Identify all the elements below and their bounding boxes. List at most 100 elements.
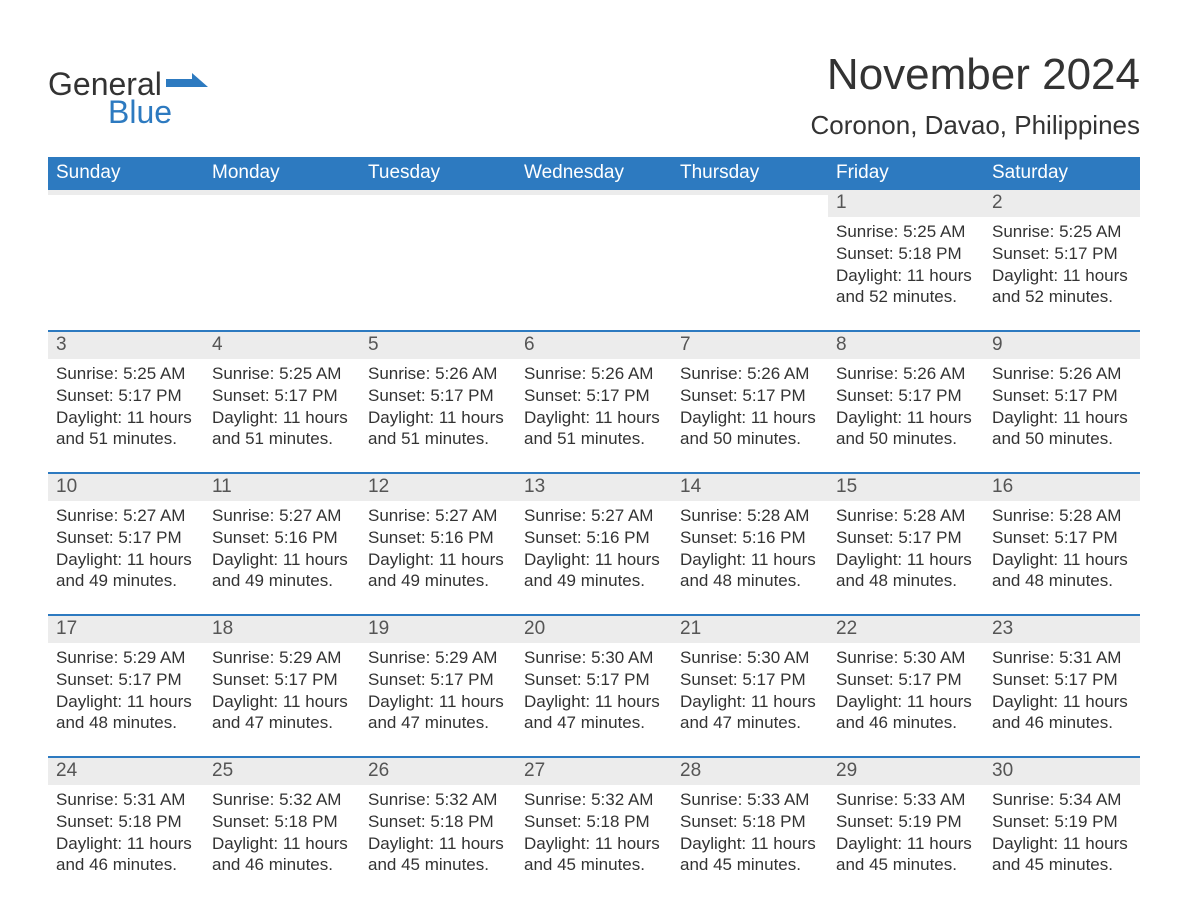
- header: General Blue November 2024 Coronon, Dava…: [48, 50, 1140, 153]
- day-details: Sunrise: 5:31 AMSunset: 5:18 PMDaylight:…: [48, 785, 204, 876]
- sunset-line: Sunset: 5:17 PM: [56, 385, 196, 407]
- day-cell: 30Sunrise: 5:34 AMSunset: 5:19 PMDayligh…: [984, 756, 1140, 898]
- sunset-line: Sunset: 5:17 PM: [836, 385, 976, 407]
- day-cell: 8Sunrise: 5:26 AMSunset: 5:17 PMDaylight…: [828, 330, 984, 472]
- day-cell: 13Sunrise: 5:27 AMSunset: 5:16 PMDayligh…: [516, 472, 672, 614]
- daylight-line: Daylight: 11 hours and 46 minutes.: [56, 833, 196, 877]
- day-details: Sunrise: 5:27 AMSunset: 5:16 PMDaylight:…: [360, 501, 516, 592]
- sunset-line: Sunset: 5:18 PM: [56, 811, 196, 833]
- sunrise-line: Sunrise: 5:26 AM: [992, 363, 1132, 385]
- brand-logo: General Blue: [48, 68, 208, 128]
- day-cell: 26Sunrise: 5:32 AMSunset: 5:18 PMDayligh…: [360, 756, 516, 898]
- daylight-line: Daylight: 11 hours and 47 minutes.: [212, 691, 352, 735]
- day-details: Sunrise: 5:26 AMSunset: 5:17 PMDaylight:…: [516, 359, 672, 450]
- week-row: 3Sunrise: 5:25 AMSunset: 5:17 PMDaylight…: [48, 330, 1140, 472]
- day-number: 19: [360, 614, 516, 643]
- day-number: 16: [984, 472, 1140, 501]
- sunset-line: Sunset: 5:17 PM: [524, 669, 664, 691]
- sunrise-line: Sunrise: 5:27 AM: [56, 505, 196, 527]
- sunrise-line: Sunrise: 5:25 AM: [836, 221, 976, 243]
- day-cell: 27Sunrise: 5:32 AMSunset: 5:18 PMDayligh…: [516, 756, 672, 898]
- day-details: Sunrise: 5:25 AMSunset: 5:18 PMDaylight:…: [828, 217, 984, 308]
- day-cell: 25Sunrise: 5:32 AMSunset: 5:18 PMDayligh…: [204, 756, 360, 898]
- day-cell: [516, 190, 672, 330]
- sunrise-line: Sunrise: 5:31 AM: [992, 647, 1132, 669]
- day-cell: 22Sunrise: 5:30 AMSunset: 5:17 PMDayligh…: [828, 614, 984, 756]
- sunrise-line: Sunrise: 5:28 AM: [836, 505, 976, 527]
- sunrise-line: Sunrise: 5:32 AM: [524, 789, 664, 811]
- day-cell: 1Sunrise: 5:25 AMSunset: 5:18 PMDaylight…: [828, 190, 984, 330]
- day-details: Sunrise: 5:32 AMSunset: 5:18 PMDaylight:…: [204, 785, 360, 876]
- sunset-line: Sunset: 5:18 PM: [524, 811, 664, 833]
- daylight-line: Daylight: 11 hours and 45 minutes.: [524, 833, 664, 877]
- day-cell: 11Sunrise: 5:27 AMSunset: 5:16 PMDayligh…: [204, 472, 360, 614]
- day-number: 30: [984, 756, 1140, 785]
- day-cell: 3Sunrise: 5:25 AMSunset: 5:17 PMDaylight…: [48, 330, 204, 472]
- calendar-table: SundayMondayTuesdayWednesdayThursdayFrid…: [48, 157, 1140, 898]
- sunrise-line: Sunrise: 5:29 AM: [56, 647, 196, 669]
- daylight-line: Daylight: 11 hours and 47 minutes.: [524, 691, 664, 735]
- flag-icon: [166, 68, 208, 100]
- sunset-line: Sunset: 5:17 PM: [992, 669, 1132, 691]
- sunrise-line: Sunrise: 5:30 AM: [836, 647, 976, 669]
- sunset-line: Sunset: 5:19 PM: [992, 811, 1132, 833]
- daylight-line: Daylight: 11 hours and 45 minutes.: [836, 833, 976, 877]
- sunrise-line: Sunrise: 5:27 AM: [368, 505, 508, 527]
- day-number: 17: [48, 614, 204, 643]
- month-title: November 2024: [810, 50, 1140, 100]
- daylight-line: Daylight: 11 hours and 51 minutes.: [212, 407, 352, 451]
- day-number: 8: [828, 330, 984, 359]
- day-cell: 21Sunrise: 5:30 AMSunset: 5:17 PMDayligh…: [672, 614, 828, 756]
- day-cell: 18Sunrise: 5:29 AMSunset: 5:17 PMDayligh…: [204, 614, 360, 756]
- day-number: 15: [828, 472, 984, 501]
- daylight-line: Daylight: 11 hours and 48 minutes.: [680, 549, 820, 593]
- daylight-line: Daylight: 11 hours and 49 minutes.: [212, 549, 352, 593]
- daylight-line: Daylight: 11 hours and 50 minutes.: [680, 407, 820, 451]
- day-number: 9: [984, 330, 1140, 359]
- daylight-line: Daylight: 11 hours and 50 minutes.: [836, 407, 976, 451]
- day-details: Sunrise: 5:26 AMSunset: 5:17 PMDaylight:…: [828, 359, 984, 450]
- day-number: 26: [360, 756, 516, 785]
- sunset-line: Sunset: 5:17 PM: [680, 669, 820, 691]
- brand-word2: Blue: [108, 96, 208, 128]
- day-cell: 16Sunrise: 5:28 AMSunset: 5:17 PMDayligh…: [984, 472, 1140, 614]
- sunset-line: Sunset: 5:16 PM: [680, 527, 820, 549]
- day-number: 18: [204, 614, 360, 643]
- day-details: Sunrise: 5:27 AMSunset: 5:17 PMDaylight:…: [48, 501, 204, 592]
- sunrise-line: Sunrise: 5:33 AM: [836, 789, 976, 811]
- day-details: Sunrise: 5:32 AMSunset: 5:18 PMDaylight:…: [516, 785, 672, 876]
- sunset-line: Sunset: 5:18 PM: [368, 811, 508, 833]
- sunset-line: Sunset: 5:17 PM: [836, 527, 976, 549]
- day-number: 3: [48, 330, 204, 359]
- sunrise-line: Sunrise: 5:29 AM: [368, 647, 508, 669]
- sunset-line: Sunset: 5:18 PM: [680, 811, 820, 833]
- day-details: Sunrise: 5:26 AMSunset: 5:17 PMDaylight:…: [360, 359, 516, 450]
- day-cell: 4Sunrise: 5:25 AMSunset: 5:17 PMDaylight…: [204, 330, 360, 472]
- day-details: Sunrise: 5:26 AMSunset: 5:17 PMDaylight:…: [672, 359, 828, 450]
- empty-day-bar: [672, 190, 828, 195]
- sunset-line: Sunset: 5:16 PM: [524, 527, 664, 549]
- day-number: 5: [360, 330, 516, 359]
- daylight-line: Daylight: 11 hours and 46 minutes.: [836, 691, 976, 735]
- day-cell: [48, 190, 204, 330]
- sunrise-line: Sunrise: 5:28 AM: [680, 505, 820, 527]
- day-details: Sunrise: 5:27 AMSunset: 5:16 PMDaylight:…: [204, 501, 360, 592]
- day-details: Sunrise: 5:33 AMSunset: 5:18 PMDaylight:…: [672, 785, 828, 876]
- sunrise-line: Sunrise: 5:34 AM: [992, 789, 1132, 811]
- day-details: Sunrise: 5:28 AMSunset: 5:16 PMDaylight:…: [672, 501, 828, 592]
- sunset-line: Sunset: 5:19 PM: [836, 811, 976, 833]
- sunset-line: Sunset: 5:17 PM: [212, 385, 352, 407]
- empty-day-bar: [48, 190, 204, 195]
- week-row: 17Sunrise: 5:29 AMSunset: 5:17 PMDayligh…: [48, 614, 1140, 756]
- daylight-line: Daylight: 11 hours and 48 minutes.: [56, 691, 196, 735]
- day-details: Sunrise: 5:32 AMSunset: 5:18 PMDaylight:…: [360, 785, 516, 876]
- day-cell: 7Sunrise: 5:26 AMSunset: 5:17 PMDaylight…: [672, 330, 828, 472]
- daylight-line: Daylight: 11 hours and 49 minutes.: [368, 549, 508, 593]
- empty-day-bar: [360, 190, 516, 195]
- sunrise-line: Sunrise: 5:25 AM: [992, 221, 1132, 243]
- week-row: 10Sunrise: 5:27 AMSunset: 5:17 PMDayligh…: [48, 472, 1140, 614]
- day-header: Saturday: [984, 157, 1140, 190]
- day-cell: 24Sunrise: 5:31 AMSunset: 5:18 PMDayligh…: [48, 756, 204, 898]
- brand-text: General Blue: [48, 68, 208, 128]
- day-cell: 28Sunrise: 5:33 AMSunset: 5:18 PMDayligh…: [672, 756, 828, 898]
